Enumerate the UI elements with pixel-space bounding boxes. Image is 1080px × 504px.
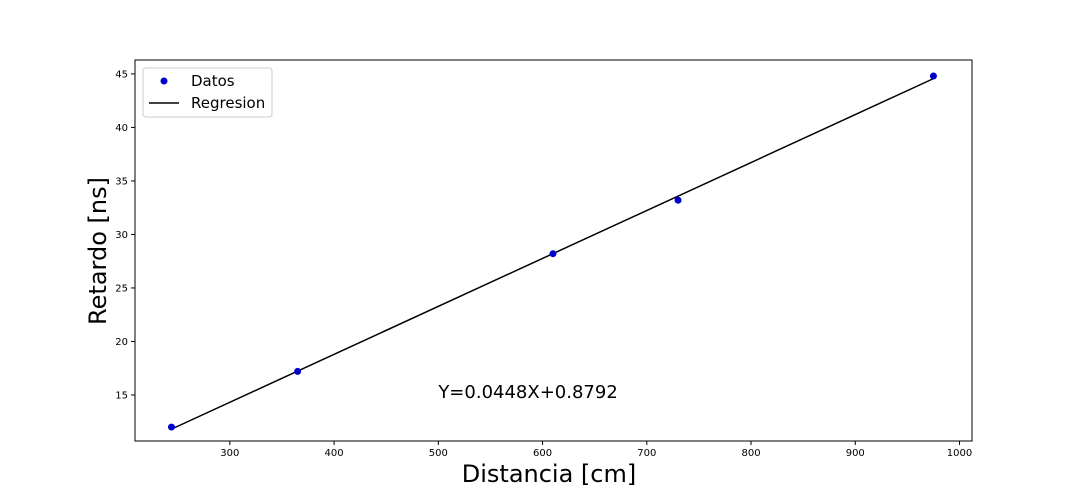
- data-point: [549, 250, 557, 258]
- x-tick-label: 300: [220, 448, 239, 459]
- y-tick-label: 25: [115, 283, 128, 294]
- x-tick-label: 900: [846, 448, 865, 459]
- y-tick-label: 40: [115, 123, 128, 134]
- regression-equation: Y=0.0448X+0.8792: [437, 382, 617, 403]
- y-tick-label: 15: [115, 390, 128, 401]
- y-tick-label: 20: [115, 337, 128, 348]
- x-tick-label: 500: [429, 448, 448, 459]
- data-point: [929, 72, 937, 80]
- data-point: [674, 196, 682, 204]
- legend-marker-datos: [160, 77, 168, 85]
- legend-label-datos: Datos: [191, 72, 235, 90]
- x-tick-label: 800: [741, 448, 760, 459]
- y-axis-title: Retardo [ns]: [84, 177, 112, 325]
- x-tick-label: 600: [533, 448, 552, 459]
- y-tick-label: 35: [115, 176, 128, 187]
- series-layer: [167, 72, 937, 431]
- x-tick-label: 1000: [947, 448, 972, 459]
- x-axis-title: Distancia [cm]: [462, 460, 636, 488]
- x-tick-label: 400: [325, 448, 344, 459]
- legend: Datos Regresion: [142, 67, 273, 118]
- y-tick-label: 30: [115, 230, 128, 241]
- y-tick-label: 45: [115, 69, 128, 80]
- data-point: [294, 367, 302, 375]
- data-point: [167, 423, 175, 431]
- x-axis-ticks: 300 400 500 600 700 800 900 1000: [220, 441, 972, 459]
- x-tick-label: 700: [637, 448, 656, 459]
- y-axis-ticks: 15 20 25 30 35 40 45: [115, 69, 135, 401]
- legend-label-regresion: Regresion: [191, 94, 265, 112]
- legend-box: [142, 67, 273, 118]
